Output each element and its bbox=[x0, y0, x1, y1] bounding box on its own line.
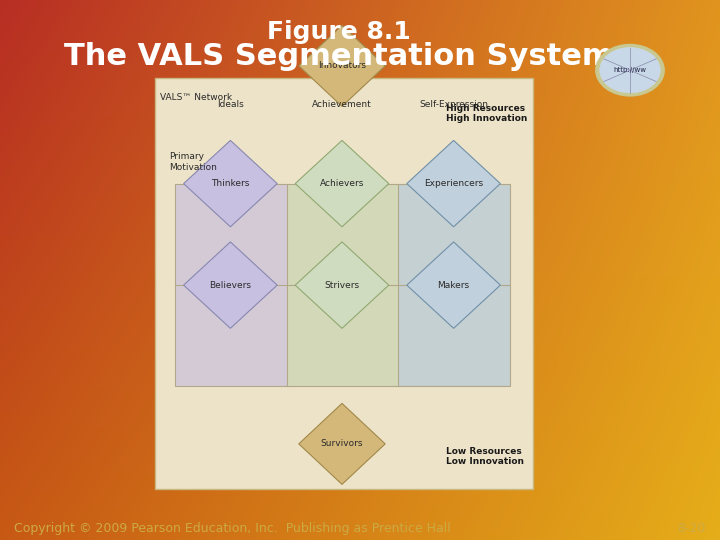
Text: Strivers: Strivers bbox=[325, 281, 359, 289]
Polygon shape bbox=[299, 403, 385, 484]
Text: High Resources
High Innovation: High Resources High Innovation bbox=[446, 104, 528, 123]
Polygon shape bbox=[184, 140, 277, 227]
Polygon shape bbox=[295, 140, 389, 227]
Polygon shape bbox=[407, 140, 500, 227]
Text: Figure 8.1: Figure 8.1 bbox=[266, 21, 410, 44]
Text: Ideals: Ideals bbox=[217, 100, 244, 109]
Text: Makers: Makers bbox=[438, 281, 469, 289]
Bar bbox=[287, 184, 398, 386]
Text: Believers: Believers bbox=[210, 281, 251, 289]
Polygon shape bbox=[184, 242, 277, 328]
Text: Copyright © 2009 Pearson Education, Inc.  Publishing as Prentice Hall: Copyright © 2009 Pearson Education, Inc.… bbox=[14, 522, 451, 535]
Polygon shape bbox=[407, 242, 500, 328]
Circle shape bbox=[596, 45, 664, 96]
Text: Thinkers: Thinkers bbox=[211, 179, 250, 188]
Text: VALS™ Network: VALS™ Network bbox=[160, 93, 232, 102]
Text: Primary
Motivation: Primary Motivation bbox=[169, 152, 217, 172]
Text: 8-20: 8-20 bbox=[678, 522, 706, 535]
Text: Low Resources
Low Innovation: Low Resources Low Innovation bbox=[446, 447, 524, 466]
Polygon shape bbox=[295, 242, 389, 328]
Text: Innovators: Innovators bbox=[318, 62, 366, 70]
Bar bbox=[175, 184, 287, 386]
Text: Experiencers: Experiencers bbox=[424, 179, 483, 188]
Text: Self-Expression: Self-Expression bbox=[419, 100, 488, 109]
Bar bbox=[155, 78, 533, 489]
Polygon shape bbox=[299, 25, 385, 106]
Text: The VALS Segmentation System: The VALS Segmentation System bbox=[63, 42, 613, 71]
Text: Survivors: Survivors bbox=[320, 440, 364, 448]
Circle shape bbox=[600, 48, 660, 93]
Bar bbox=[175, 184, 510, 386]
Text: http://ww: http://ww bbox=[613, 67, 647, 73]
Text: Achievement: Achievement bbox=[312, 100, 372, 109]
Bar bbox=[398, 184, 510, 386]
Text: Achievers: Achievers bbox=[320, 179, 364, 188]
